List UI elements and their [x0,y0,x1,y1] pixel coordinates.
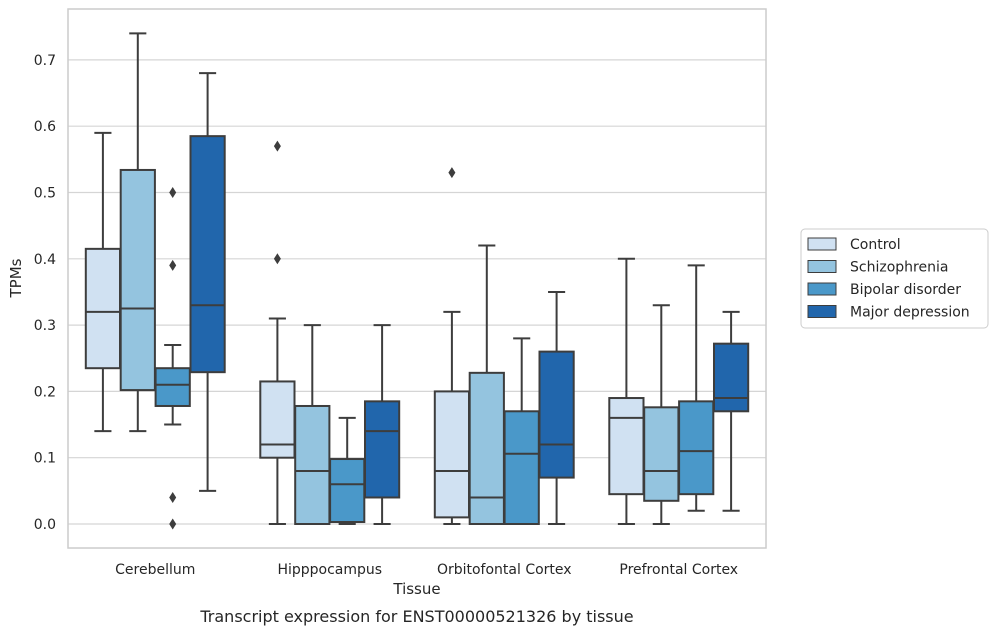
box-schizophrenia [294,324,331,525]
box-body [712,342,750,413]
box-schizophrenia [468,244,505,525]
box-major-depression [712,310,750,512]
outlier-point [448,167,456,179]
y-tick-label: 0.7 [34,53,56,69]
outlier-point [169,518,177,530]
legend-swatch [807,260,837,273]
box-body [503,410,540,526]
box-bipolar-disorder [154,187,191,530]
y-tick-label: 0.6 [34,119,56,135]
box-body [329,458,366,524]
box-body [433,390,471,519]
legend-label: Major depression [850,305,970,321]
x-tick-label: Prefrontal Cortex [619,562,738,578]
y-tick-label: 0.3 [34,318,56,334]
box-plot-groups [84,32,750,530]
box-major-depression [538,290,575,525]
box-bipolar-disorder [678,264,715,512]
box-body [643,406,680,502]
box-body [119,168,156,392]
plot-area-frame [67,8,767,549]
legend-frame [800,228,989,329]
legend-swatch [807,237,837,251]
x-tick-label: Hipppocampus [277,562,382,578]
box-bipolar-disorder [329,416,366,525]
outlier-point [273,253,281,265]
box-control [433,167,471,525]
y-tick-labels: 0.0 0.1 0.2 0.3 0.4 0.5 0.6 0.7 [34,53,56,533]
y-tick-label: 0.0 [34,517,56,533]
y-tick-label: 0.4 [34,252,56,268]
box-major-depression [189,72,226,492]
box-bipolar-disorder [503,337,540,526]
box-body [468,371,505,525]
box-body [154,367,191,407]
legend-item: Bipolar disorder [807,282,961,298]
box-control [84,131,122,433]
outlier-point [169,259,177,271]
outlier-point [169,491,177,503]
legend-item: Schizophrenia [807,260,948,276]
outlier-point [169,187,177,198]
box-body [294,404,331,525]
legend-swatch [807,282,837,296]
figure-caption: Transcript expression for ENST0000052132… [199,607,633,626]
box-body [678,400,715,496]
box-body [363,400,401,499]
x-tick-label: Orbitofontal Cortex [437,562,572,578]
box-body [189,135,226,374]
legend: Control Schizophrenia Bipolar disorder Majo… [800,228,989,329]
legend-item: Major depression [807,305,970,321]
box-major-depression [363,324,401,525]
y-tick-label: 0.1 [34,451,56,467]
legend-label: Bipolar disorder [850,282,961,298]
x-axis-label: Tissue [392,580,440,598]
outlier-point [273,140,281,152]
box-body [608,397,645,496]
y-tick-label: 0.5 [34,186,56,202]
box-schizophrenia [643,304,680,525]
box-body [84,247,122,370]
y-tick-label: 0.2 [34,384,56,400]
box-body [259,380,296,459]
x-tick-labels: Cerebellum Hipppocampus Orbitofontal Corte… [115,562,738,578]
y-axis-label: TPMs [7,258,25,298]
legend-label: Control [850,237,901,253]
legend-swatch [807,305,837,318]
box-body [538,350,575,479]
x-tick-label: Cerebellum [115,562,195,578]
box-control [259,140,296,525]
legend-item: Control [807,237,901,253]
legend-label: Schizophrenia [850,260,948,276]
box-schizophrenia [119,32,156,433]
